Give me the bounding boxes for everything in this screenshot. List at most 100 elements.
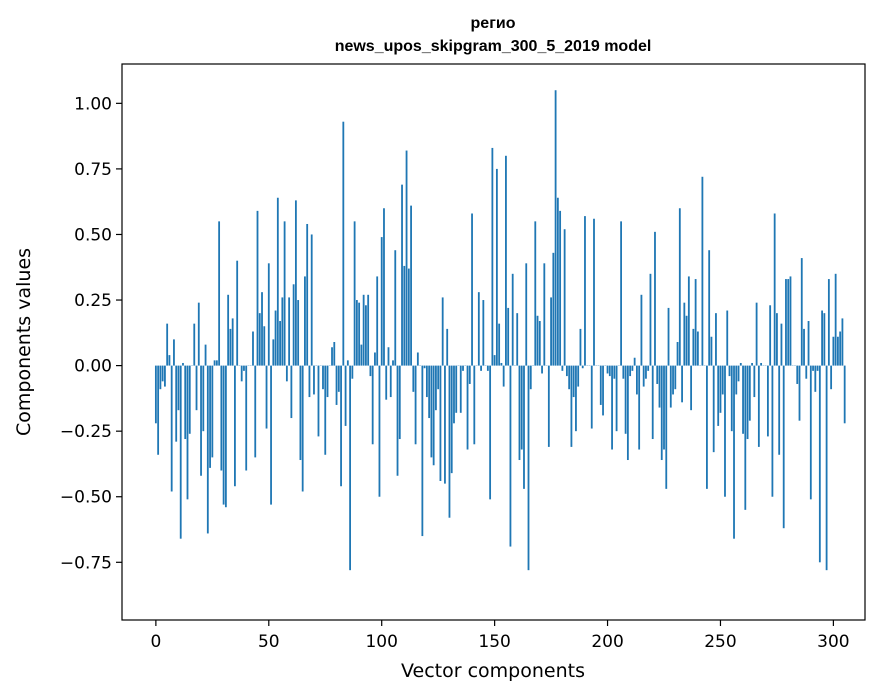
bar-121: [428, 365, 431, 419]
bar-51: [270, 365, 272, 505]
bar-185: [572, 365, 575, 398]
y-axis-ticks: −0.75 −0.50 −0.25 0.00 0.25 0.50 0.75 1.00: [60, 94, 122, 573]
bar-252: [724, 365, 726, 497]
bar-24: [209, 365, 211, 468]
x-tick-label: 50: [258, 632, 280, 652]
bar-75: [324, 365, 327, 455]
bar-66: [304, 276, 306, 366]
bar-96: [371, 365, 374, 445]
bar-2: [159, 365, 162, 390]
bar-259: [739, 362, 742, 366]
bar-290: [809, 365, 812, 500]
bar-164: [525, 263, 528, 366]
bar-5: [166, 323, 169, 366]
bar-45: [256, 210, 259, 366]
bar-119: [423, 365, 426, 369]
bar-239: [694, 279, 697, 366]
bar-34: [231, 318, 234, 366]
x-tick-label: 150: [478, 632, 510, 652]
bar-183: [568, 365, 571, 390]
bar-255: [730, 365, 733, 432]
bar-200: [606, 365, 609, 374]
bar-1: [157, 365, 160, 455]
bar-63: [297, 300, 300, 366]
y-tick-label: 0.00: [74, 357, 112, 377]
bar-74: [322, 365, 324, 390]
bar-124: [435, 365, 437, 411]
bar-94: [367, 294, 370, 366]
bar-210: [629, 365, 632, 377]
bar-65: [301, 365, 304, 492]
y-axis-label: Components values: [13, 248, 35, 436]
bar-236: [687, 276, 690, 366]
bar-295: [821, 310, 823, 366]
bar-85: [346, 360, 349, 366]
bar-218: [647, 365, 650, 371]
bar-197: [599, 365, 602, 405]
bar-175: [550, 297, 552, 366]
bar-293: [816, 365, 819, 371]
bar-114: [412, 365, 415, 392]
bar-20: [200, 365, 202, 476]
bar-277: [780, 323, 783, 366]
bar-141: [473, 365, 476, 445]
bar-11: [179, 365, 182, 539]
bar-219: [649, 273, 652, 366]
bar-76: [326, 365, 329, 398]
bar-224: [660, 365, 663, 461]
bar-33: [229, 328, 232, 366]
bar-43: [252, 331, 254, 366]
bar-280: [787, 279, 790, 366]
bar-120: [425, 365, 428, 398]
bar-212: [633, 357, 636, 366]
bar-262: [746, 365, 749, 440]
bar-116: [416, 352, 419, 366]
bar-261: [744, 365, 747, 510]
bar-177: [554, 90, 557, 366]
bar-156: [507, 307, 510, 366]
bar-264: [751, 362, 753, 366]
bar-48: [263, 326, 266, 366]
bar-17: [193, 323, 196, 366]
bar-154: [502, 365, 505, 387]
bar-188: [579, 328, 582, 366]
bar-172: [543, 263, 546, 366]
bar-123: [432, 365, 435, 466]
bar-50: [267, 263, 270, 366]
y-tick-label: 0.25: [74, 291, 112, 311]
bar-149: [491, 147, 494, 366]
bar-151: [495, 168, 498, 366]
bar-155: [505, 155, 507, 366]
bar-131: [450, 365, 453, 474]
bar-181: [563, 229, 566, 366]
bar-231: [676, 342, 679, 366]
x-tick-label: 300: [817, 632, 849, 652]
bar-171: [541, 365, 543, 374]
bar-305: [843, 365, 846, 424]
bar-91: [360, 344, 363, 366]
bars-group: [154, 90, 846, 571]
bar-289: [807, 321, 810, 366]
bar-284: [796, 365, 799, 384]
y-tick-label: −0.25: [60, 422, 112, 442]
bar-47: [261, 292, 263, 366]
bar-246: [710, 336, 713, 366]
bar-207: [622, 365, 625, 379]
bar-113: [410, 205, 412, 366]
bar-112: [407, 268, 410, 366]
y-tick-label: 1.00: [74, 94, 112, 114]
chart-title-line1: регио: [471, 15, 516, 32]
bar-82: [340, 365, 342, 487]
bar-78: [331, 347, 333, 366]
bar-22: [204, 344, 207, 366]
bar-202: [611, 365, 613, 450]
bar-104: [389, 365, 392, 398]
bar-166: [529, 365, 532, 390]
bar-303: [839, 331, 842, 366]
bar-217: [645, 365, 647, 379]
bar-132: [453, 365, 455, 424]
bar-178: [556, 197, 559, 366]
bar-25: [211, 365, 214, 458]
x-axis-ticks: 0 50 100 150 200 250 300: [150, 620, 850, 652]
x-tick-label: 0: [150, 632, 161, 652]
